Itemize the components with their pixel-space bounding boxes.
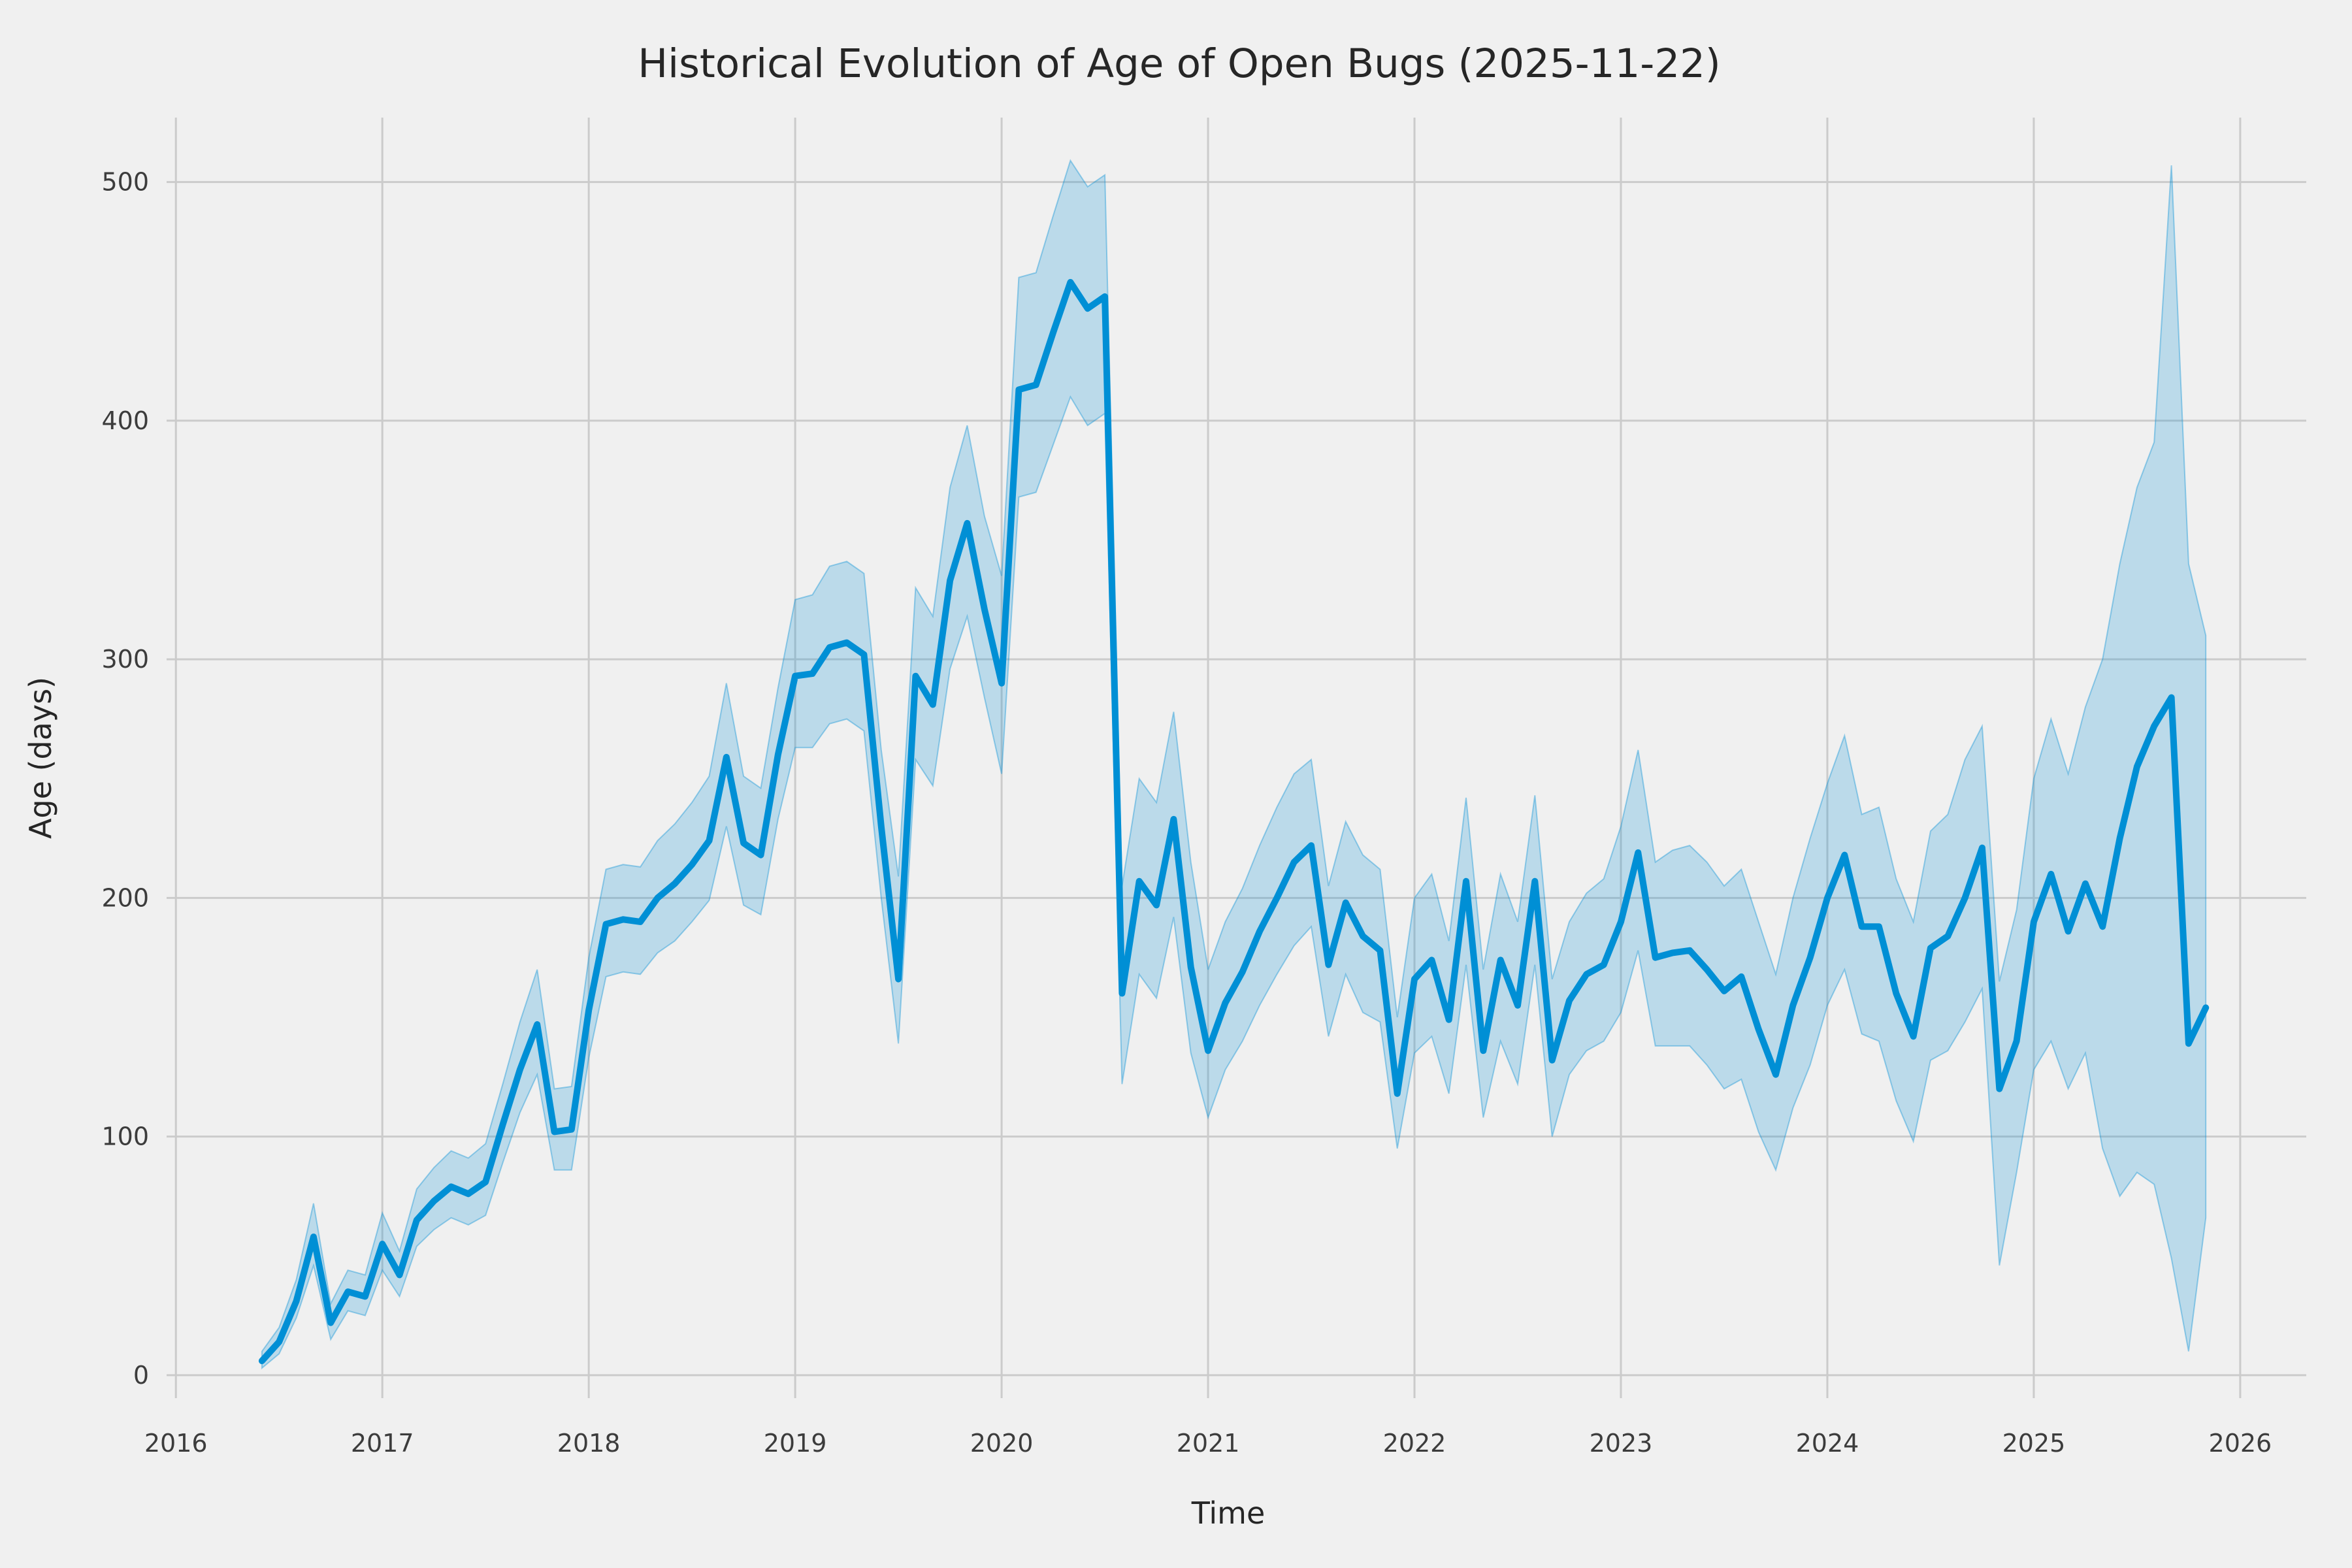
x-tick-label: 2018 [557, 1429, 621, 1458]
x-tick-label: 2025 [2002, 1429, 2066, 1458]
x-tick-label: 2026 [2209, 1429, 2272, 1458]
x-axis-label: Time [1191, 1495, 1266, 1531]
age-line [258, 279, 2210, 1364]
confidence-band [261, 159, 2207, 1370]
x-tick-label: 2019 [764, 1429, 827, 1458]
gridlines [167, 118, 2306, 1398]
y-tick-label: 400 [101, 406, 149, 435]
y-tick-label: 500 [101, 168, 149, 197]
y-axis-ticks: 0 100 200 300 400 500 [101, 168, 149, 1390]
y-tick-label: 200 [101, 883, 149, 912]
x-tick-label: 2017 [351, 1429, 414, 1458]
x-tick-label: 2024 [1796, 1429, 1859, 1458]
x-tick-label: 2023 [1590, 1429, 1653, 1458]
y-tick-label: 100 [101, 1122, 149, 1151]
x-tick-label: 2020 [970, 1429, 1034, 1458]
y-axis-label: Age (days) [23, 677, 58, 839]
x-tick-label: 2021 [1177, 1429, 1240, 1458]
x-tick-label: 2016 [144, 1429, 208, 1458]
y-tick-label: 0 [133, 1361, 149, 1390]
x-tick-label: 2022 [1383, 1429, 1446, 1458]
chart-title: Historical Evolution of Age of Open Bugs… [638, 41, 1720, 87]
y-tick-label: 300 [101, 645, 149, 674]
x-axis-ticks: 2016 2017 2018 2019 2020 2021 2022 2023 2024 2025… [144, 1429, 2272, 1458]
